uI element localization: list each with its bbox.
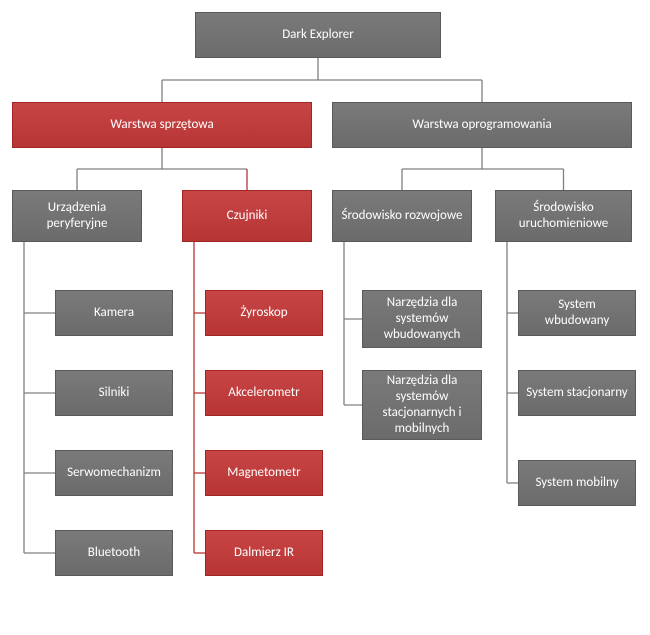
node-toolemb: Narzędzia dla systemów wbudowanych <box>362 290 482 348</box>
node-sensors: Czujniki <box>182 190 312 242</box>
node-accel: Akcelerometr <box>205 370 323 416</box>
node-dev: Środowisko rozwojowe <box>332 190 472 242</box>
node-mag: Magnetometr <box>205 450 323 496</box>
node-toolmob: Narzędzia dla systemów stacjonarnych i m… <box>362 370 482 440</box>
node-hw: Warstwa sprzętowa <box>12 102 312 148</box>
node-sysemb: System wbudowany <box>518 290 636 336</box>
node-sysstat: System stacjonarny <box>518 370 636 416</box>
node-motors: Silniki <box>55 370 173 416</box>
node-servo: Serwomechanizm <box>55 450 173 496</box>
node-sysmob: System mobilny <box>518 460 636 506</box>
node-gyro: Żyroskop <box>205 290 323 336</box>
node-periph: Urządzenia peryferyjne <box>12 190 142 242</box>
node-bt: Bluetooth <box>55 530 173 576</box>
node-camera: Kamera <box>55 290 173 336</box>
node-root: Dark Explorer <box>195 12 441 58</box>
node-ir: Dalmierz IR <box>205 530 323 576</box>
node-sw: Warstwa oprogramowania <box>332 102 632 148</box>
node-run: Środowisko uruchomieniowe <box>495 190 632 242</box>
